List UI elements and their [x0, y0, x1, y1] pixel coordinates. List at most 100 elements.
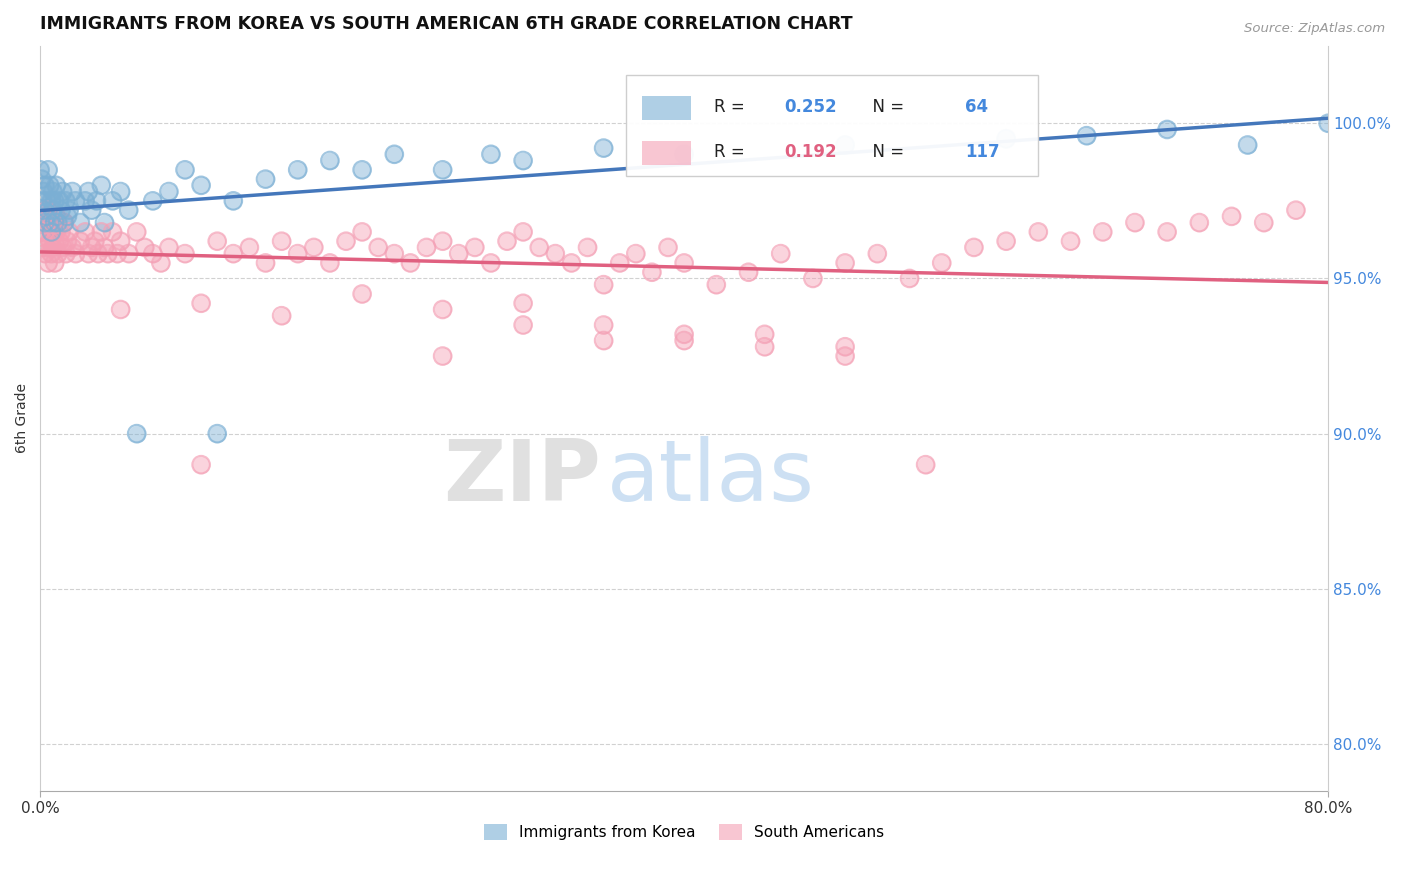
- Point: [69, 234, 91, 248]
- Point: [118, 203, 141, 218]
- Point: [87, 246, 110, 260]
- Bar: [641, 96, 690, 120]
- Point: [110, 185, 132, 199]
- Point: [205, 426, 228, 441]
- Point: [38, 216, 60, 230]
- Point: [37, 203, 59, 218]
- Point: [382, 147, 405, 161]
- Point: [38, 210, 60, 224]
- Point: [479, 256, 502, 270]
- Point: [1028, 225, 1050, 239]
- Point: [97, 246, 120, 260]
- Bar: [641, 141, 690, 165]
- Point: [1156, 122, 1178, 136]
- Point: [592, 277, 614, 292]
- Point: [75, 194, 97, 208]
- Point: [1156, 225, 1178, 239]
- Point: [41, 225, 63, 239]
- Point: [90, 225, 112, 239]
- Point: [222, 194, 245, 208]
- Point: [1076, 128, 1098, 143]
- Point: [37, 256, 59, 270]
- Point: [190, 178, 212, 193]
- Point: [512, 318, 534, 332]
- Point: [352, 287, 374, 301]
- Point: [157, 185, 180, 199]
- Point: [34, 178, 56, 193]
- Point: [32, 210, 55, 224]
- Point: [35, 203, 58, 218]
- Point: [190, 296, 212, 310]
- Point: [42, 216, 65, 230]
- Point: [963, 240, 986, 254]
- Point: [142, 194, 165, 208]
- Point: [157, 240, 180, 254]
- Point: [1123, 216, 1146, 230]
- Point: [352, 225, 374, 239]
- Point: [769, 246, 792, 260]
- Point: [37, 256, 59, 270]
- Point: [48, 194, 70, 208]
- Point: [44, 234, 66, 248]
- Point: [1285, 203, 1308, 218]
- Point: [352, 162, 374, 177]
- Point: [1220, 210, 1243, 224]
- Point: [44, 216, 66, 230]
- Point: [382, 147, 405, 161]
- Point: [657, 240, 679, 254]
- Point: [834, 138, 856, 153]
- Point: [46, 216, 69, 230]
- Point: [42, 185, 65, 199]
- Point: [75, 225, 97, 239]
- Point: [769, 246, 792, 260]
- Point: [35, 240, 58, 254]
- Point: [544, 246, 567, 260]
- Point: [1156, 122, 1178, 136]
- Point: [58, 203, 80, 218]
- Point: [496, 234, 519, 248]
- Point: [512, 296, 534, 310]
- Text: N =: N =: [862, 144, 910, 161]
- Point: [352, 162, 374, 177]
- Point: [512, 225, 534, 239]
- Point: [754, 327, 776, 342]
- Point: [101, 194, 124, 208]
- Point: [754, 327, 776, 342]
- Point: [44, 216, 66, 230]
- Point: [44, 194, 66, 208]
- Point: [60, 240, 83, 254]
- Point: [90, 178, 112, 193]
- Point: [866, 246, 889, 260]
- Point: [1236, 138, 1258, 153]
- Point: [512, 153, 534, 168]
- Point: [737, 265, 759, 279]
- Point: [45, 225, 67, 239]
- Point: [46, 246, 69, 260]
- Point: [41, 225, 63, 239]
- Point: [1317, 116, 1340, 130]
- Point: [367, 240, 389, 254]
- Point: [254, 172, 277, 186]
- Point: [69, 216, 91, 230]
- Point: [110, 234, 132, 248]
- Point: [65, 246, 87, 260]
- Point: [496, 234, 519, 248]
- Point: [592, 318, 614, 332]
- Text: 0.252: 0.252: [785, 98, 837, 116]
- Point: [134, 240, 156, 254]
- Point: [673, 327, 696, 342]
- Text: N =: N =: [862, 98, 910, 116]
- Point: [56, 210, 79, 224]
- Point: [319, 153, 342, 168]
- Point: [995, 132, 1018, 146]
- Point: [222, 246, 245, 260]
- Point: [1059, 234, 1081, 248]
- Point: [254, 256, 277, 270]
- Point: [37, 216, 59, 230]
- Point: [118, 203, 141, 218]
- Point: [834, 349, 856, 363]
- Point: [544, 246, 567, 260]
- Point: [512, 296, 534, 310]
- Point: [93, 216, 115, 230]
- Point: [101, 225, 124, 239]
